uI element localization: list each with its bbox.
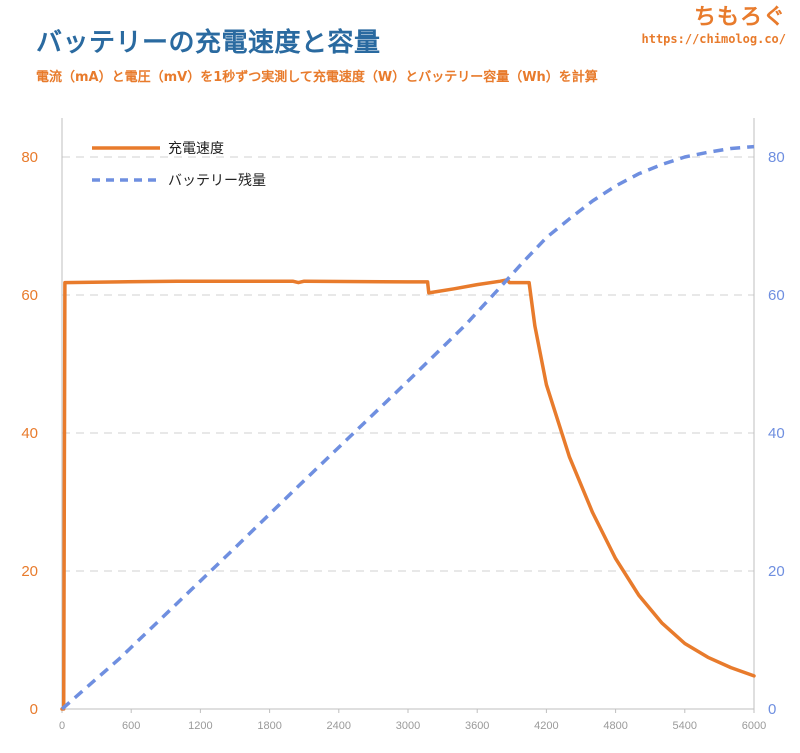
brand-url[interactable]: https://chimolog.co/ <box>641 32 787 46</box>
y-left-tick-label: 20 <box>21 563 38 580</box>
y-right-tick-label: 60 <box>768 287 785 304</box>
x-tick-label: 4200 <box>534 720 558 732</box>
y-right-tick-label: 0 <box>768 701 776 718</box>
series-group <box>60 144 756 711</box>
x-tick-label: 5400 <box>673 720 697 732</box>
chart-subtitle: 電流（mA）と電圧（mV）を1秒ずつ実測して充電速度（W）とバッテリー容量（Wh… <box>36 70 598 85</box>
tick-labels: 0 20 40 60 80 0 20 40 60 80 0 600 1200 1800 2400 3000 36… <box>21 149 784 732</box>
x-tick-label: 2400 <box>327 720 351 732</box>
x-tick-label: 4800 <box>603 720 627 732</box>
y-right-tick-label: 80 <box>768 149 785 166</box>
x-tick-label: 0 <box>59 720 65 732</box>
axes <box>61 118 755 713</box>
y-left-tick-label: 40 <box>21 425 38 442</box>
y-right-tick-label: 40 <box>768 425 785 442</box>
legend-label-charge-speed: 充電速度 <box>168 141 224 157</box>
x-tick-label: 3000 <box>396 720 420 732</box>
y-left-tick-label: 0 <box>30 701 38 718</box>
x-tick-label: 1800 <box>257 720 281 732</box>
x-tick-label: 6000 <box>742 720 766 732</box>
grid-lines <box>62 156 754 572</box>
series-line-battery-level <box>60 144 755 711</box>
y-right-tick-label: 20 <box>768 563 785 580</box>
series-line-charge-speed <box>60 278 756 711</box>
chart-title: バッテリーの充電速度と容量 <box>36 28 381 58</box>
x-tick-label: 3600 <box>465 720 489 732</box>
x-tick-label: 600 <box>122 720 140 732</box>
x-tick-label: 1200 <box>188 720 212 732</box>
brand-logo[interactable]: ちもろぐ https://chimolog.co/ <box>642 4 787 46</box>
y-left-tick-label: 60 <box>21 287 38 304</box>
legend-label-battery-level: バッテリー残量 <box>168 173 266 189</box>
legend: 充電速度 バッテリー残量 <box>92 141 266 189</box>
brand-name: ちもろぐ <box>693 5 786 30</box>
y-left-tick-label: 80 <box>21 149 38 166</box>
